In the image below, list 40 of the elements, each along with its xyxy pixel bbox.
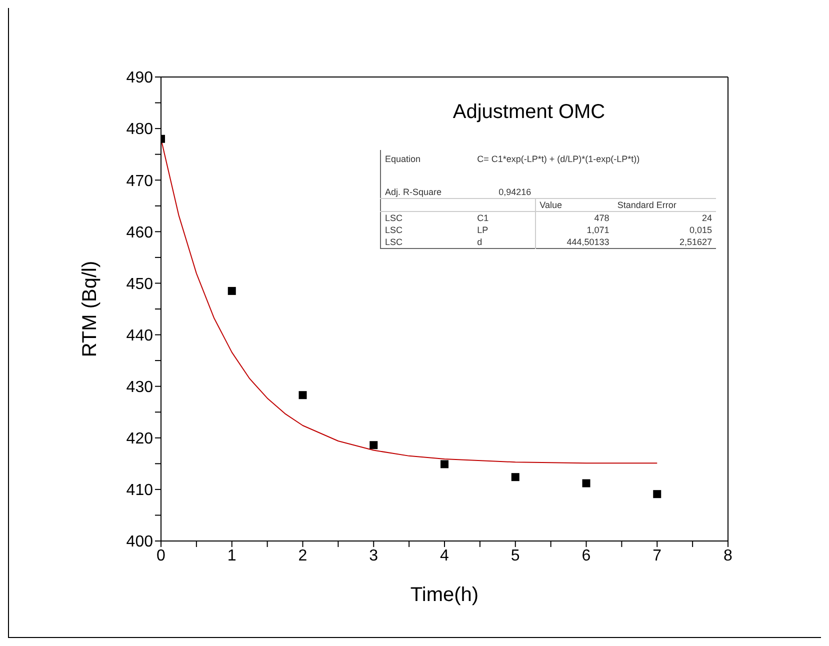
y-axis-title: RTM (Bq/l) bbox=[79, 260, 102, 358]
annotation: LSC bbox=[384, 236, 404, 248]
annotation: Adj. R-Square bbox=[384, 186, 443, 198]
x-tick-label: 2 bbox=[298, 547, 308, 564]
annotation: C1 bbox=[476, 212, 490, 224]
x-tick-label: 6 bbox=[582, 547, 591, 564]
annotation: C= C1*exp(-LP*t) + (d/LP)*(1-exp(-LP*t)) bbox=[476, 153, 641, 166]
annotation: LSC bbox=[384, 224, 404, 236]
annotation: LSC bbox=[384, 212, 404, 224]
annotation: 1,071 bbox=[535, 224, 614, 236]
x-axis-title: Time(h) bbox=[410, 584, 479, 606]
x-tick-label: 3 bbox=[369, 547, 378, 564]
annotation: Standard Error bbox=[616, 199, 678, 212]
annotation: Value bbox=[535, 198, 614, 212]
y-tick-label: 470 bbox=[126, 172, 154, 190]
y-tick-label: 460 bbox=[126, 224, 154, 242]
y-tick-label: 420 bbox=[126, 430, 154, 448]
annotation: 478 bbox=[535, 212, 614, 224]
y-tick-label: 450 bbox=[126, 276, 154, 293]
annotation: 24 bbox=[700, 212, 713, 224]
x-tick-label: 1 bbox=[227, 547, 236, 564]
annotation: d bbox=[476, 236, 484, 248]
annotation: 444,50133 bbox=[535, 236, 614, 248]
y-tick-label: 430 bbox=[126, 379, 154, 396]
x-tick-label: 0 bbox=[156, 547, 166, 564]
annotation: Equation bbox=[384, 153, 422, 166]
annotation: LP bbox=[476, 224, 490, 236]
y-tick-label: 440 bbox=[126, 327, 154, 344]
y-tick-label: 400 bbox=[126, 534, 154, 551]
x-tick-label: 5 bbox=[510, 547, 520, 564]
annotation: 0,015 bbox=[688, 224, 713, 236]
text: Adjustment OMC bbox=[452, 101, 606, 123]
y-tick-label: 480 bbox=[126, 121, 154, 138]
annotation: 0,94216 bbox=[498, 186, 532, 198]
x-tick-label: 7 bbox=[652, 547, 662, 564]
y-tick-label: 490 bbox=[126, 70, 154, 87]
x-tick-label: 8 bbox=[724, 547, 733, 564]
y-tick-label: 410 bbox=[126, 482, 154, 500]
annotation: 2,51627 bbox=[678, 236, 713, 248]
x-tick-label: 4 bbox=[440, 547, 450, 564]
